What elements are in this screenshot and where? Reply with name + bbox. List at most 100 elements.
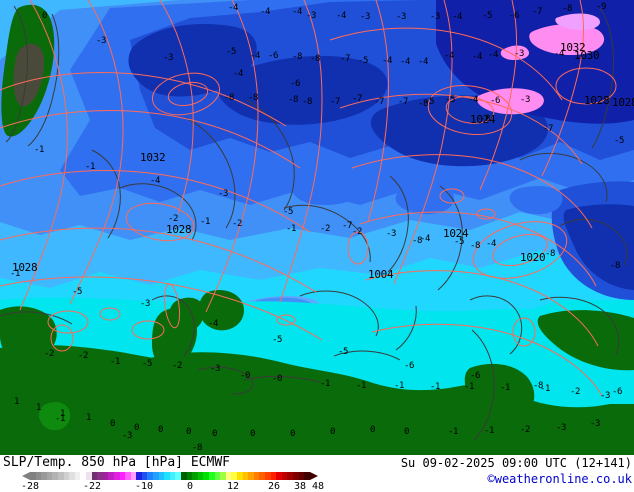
land-arabia	[537, 310, 634, 371]
temperature-label: -4	[468, 95, 479, 105]
color-swatch	[292, 472, 299, 480]
temperature-label: -1	[500, 383, 511, 393]
temperature-label: -2	[232, 219, 243, 229]
temperature-label: -8	[192, 443, 203, 453]
copyright-credit: ©weatheronline.co.uk	[487, 472, 633, 486]
temperature-label: -5	[445, 95, 456, 105]
temperature-label: -8	[470, 241, 481, 251]
pressure-label: 1028	[584, 94, 610, 107]
temperature-label: -6	[470, 371, 481, 381]
temperature-label: -6	[290, 79, 301, 89]
color-swatch	[270, 472, 277, 480]
color-swatch	[125, 472, 131, 480]
temp-patch-magenta-b	[500, 45, 530, 60]
pressure-label: 1030	[574, 49, 600, 62]
color-swatch	[220, 472, 226, 480]
temperature-label: -8	[288, 95, 299, 105]
temperature-label: 0	[290, 429, 296, 439]
temperature-label: -5	[72, 287, 83, 297]
temperature-label: -2	[78, 351, 89, 361]
land-island-c	[38, 401, 71, 431]
color-swatch	[259, 472, 265, 480]
color-swatch	[169, 472, 176, 480]
color-swatch	[304, 472, 310, 480]
temperature-label: -1	[356, 381, 367, 391]
temperature-label: -7	[532, 7, 543, 17]
map-canvas	[0, 0, 634, 455]
color-scale-tick: -22	[82, 481, 102, 492]
temperature-label: -6	[490, 96, 501, 106]
temperature-label: -0	[240, 371, 251, 381]
temperature-label: -8	[302, 97, 313, 107]
temperature-label: -1	[286, 224, 297, 234]
temperature-label: -4	[292, 7, 303, 17]
color-scale-tick: 0	[186, 481, 194, 492]
color-scale-swatches	[30, 472, 310, 480]
color-swatch	[242, 472, 249, 480]
temp-pocket-b	[395, 185, 455, 215]
land-mountain-grey	[13, 43, 44, 107]
color-swatch	[287, 472, 293, 480]
temperature-label: -3	[520, 95, 531, 105]
temperature-label: -7	[543, 124, 554, 134]
temperature-label: -9	[596, 2, 607, 12]
color-swatch	[41, 472, 47, 480]
pressure-label: 1028	[612, 96, 634, 109]
temperature-label: -8	[533, 381, 544, 391]
temperature-label: -2	[172, 361, 183, 371]
color-scale[interactable]: -28 -22 -10 0 12 26 38 48	[21, 472, 324, 492]
temperature-label: -4	[444, 51, 455, 61]
temperature-label: -1	[484, 426, 495, 436]
temperature-label: 1	[36, 403, 42, 413]
temperature-label: -1	[430, 382, 441, 392]
weather-map[interactable]: 0 -3 -3 -4 -6 -7 -8 -8 -7 -5 -1 -1 -4 -3 -5 -7 -8 -8 -8 -8-…	[0, 0, 634, 455]
temperature-label: -3	[396, 12, 407, 22]
color-swatch	[35, 472, 42, 480]
temperature-label: -5	[358, 56, 369, 66]
color-scale-tick: 26	[267, 481, 281, 492]
temperature-label: -3	[590, 419, 601, 429]
temperature-label: -8	[545, 249, 556, 259]
temperature-label: -4	[336, 11, 347, 21]
temperature-label: -6	[509, 11, 520, 21]
color-swatch	[276, 472, 282, 480]
temperature-label: 0	[330, 427, 336, 437]
temperature-label: -8	[412, 236, 423, 246]
temperature-label: -4	[418, 57, 429, 67]
color-swatch	[181, 472, 187, 480]
color-swatch	[119, 472, 126, 480]
color-scale-high-arrow	[310, 472, 318, 480]
color-swatch	[30, 472, 36, 480]
temperature-label: -6	[404, 361, 415, 371]
color-swatch	[130, 472, 137, 480]
pressure-label: 1024	[470, 113, 496, 126]
temperature-label: -4	[554, 49, 565, 59]
temperature-label: 1	[60, 409, 66, 419]
temperature-label: -1	[448, 427, 459, 437]
land-levant	[464, 363, 535, 425]
temperature-label: -5	[142, 359, 153, 369]
temperature-label: -8	[224, 93, 235, 103]
land-sicily	[2, 389, 42, 425]
temperature-label: -3	[556, 423, 567, 433]
temperature-label: -4	[486, 239, 497, 249]
temperature-label: -3	[430, 12, 441, 22]
color-swatch	[264, 472, 271, 480]
temperature-label: 0	[404, 427, 410, 437]
temperature-label: -4	[400, 57, 411, 67]
temperature-label: -7	[340, 54, 351, 64]
temperature-label: -3	[210, 364, 221, 374]
temperature-label: -5	[482, 11, 493, 21]
temperature-label: -5	[338, 347, 349, 357]
temperature-label: -2	[44, 349, 55, 359]
temperature-label: -1	[110, 357, 121, 367]
temperature-label: -3	[306, 11, 317, 21]
legend-footer: SLP/Temp. 850 hPa [hPa] ECMWF Su 09-02-2…	[0, 455, 634, 492]
temperature-label: -4	[452, 12, 463, 22]
temperature-label: 0	[212, 429, 218, 439]
temperature-label: -6	[612, 387, 623, 397]
color-swatch	[74, 472, 81, 480]
isobars	[0, 0, 617, 397]
pressure-label: 1028	[12, 261, 38, 274]
temperature-label: -5	[614, 136, 625, 146]
